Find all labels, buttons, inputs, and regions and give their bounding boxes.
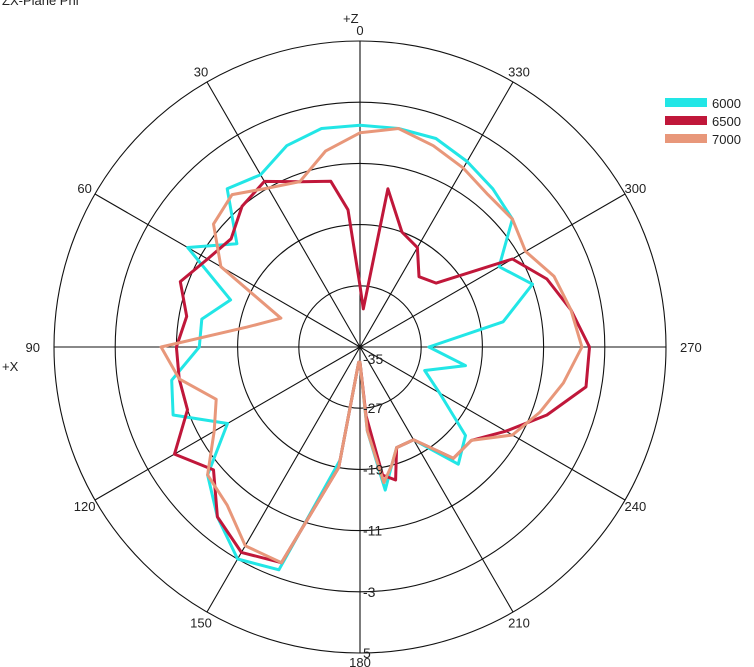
- angle-tick-label: 210: [508, 615, 530, 630]
- grid-spoke-240: [359, 346, 626, 501]
- grid-spoke-150: [206, 346, 361, 613]
- series-layer: [159, 123, 591, 572]
- angle-tick-label: 330: [508, 65, 530, 80]
- legend-label-6000: 6000: [712, 96, 741, 111]
- angle-tick-label: 120: [74, 499, 96, 514]
- grid-spoke-30: [206, 81, 361, 348]
- angle-tick-label: 30: [194, 65, 208, 80]
- angle-tick-label: 60: [77, 181, 91, 196]
- angle-tick-label: 240: [625, 499, 647, 514]
- angle-tick-label: 0: [356, 23, 363, 38]
- radial-tick-label: -35: [363, 351, 383, 367]
- angle-tick-label: 270: [680, 340, 702, 355]
- angle-tick-label: 180: [349, 655, 371, 667]
- legend-label-7000: 7000: [712, 132, 741, 147]
- radial-tick-label: -19: [363, 461, 383, 477]
- radial-tick-label: -27: [363, 400, 383, 416]
- legend-swatch-6500: [665, 116, 707, 125]
- grid-spoke-300: [359, 193, 626, 348]
- axis-label-top: +Z: [343, 11, 359, 26]
- radial-tick-label: -11: [363, 523, 382, 539]
- grid-spoke-330: [359, 81, 514, 348]
- chart-title: ZX-Plane Phi: [2, 0, 79, 8]
- grid-spoke-210: [359, 346, 514, 613]
- legend-label-6500: 6500: [712, 114, 741, 129]
- series-line-7000: [159, 127, 584, 565]
- legend-swatch-7000: [665, 134, 707, 143]
- angle-tick-label: 150: [190, 615, 212, 630]
- axis-label-left: +X: [2, 359, 19, 374]
- radial-tick-labels: -35-27-19-11-35: [363, 351, 383, 661]
- radial-tick-label: 5: [363, 645, 371, 661]
- angle-tick-labels: 0 30 60 90 120 150 180 210 240 270 300 330: [26, 23, 702, 667]
- angle-tick-label: 300: [625, 181, 647, 196]
- legend-swatch-6000: [665, 98, 707, 107]
- legend: 6000 6500 7000: [665, 96, 741, 147]
- radial-tick-label: -3: [363, 584, 376, 600]
- angle-tick-label: 90: [26, 340, 40, 355]
